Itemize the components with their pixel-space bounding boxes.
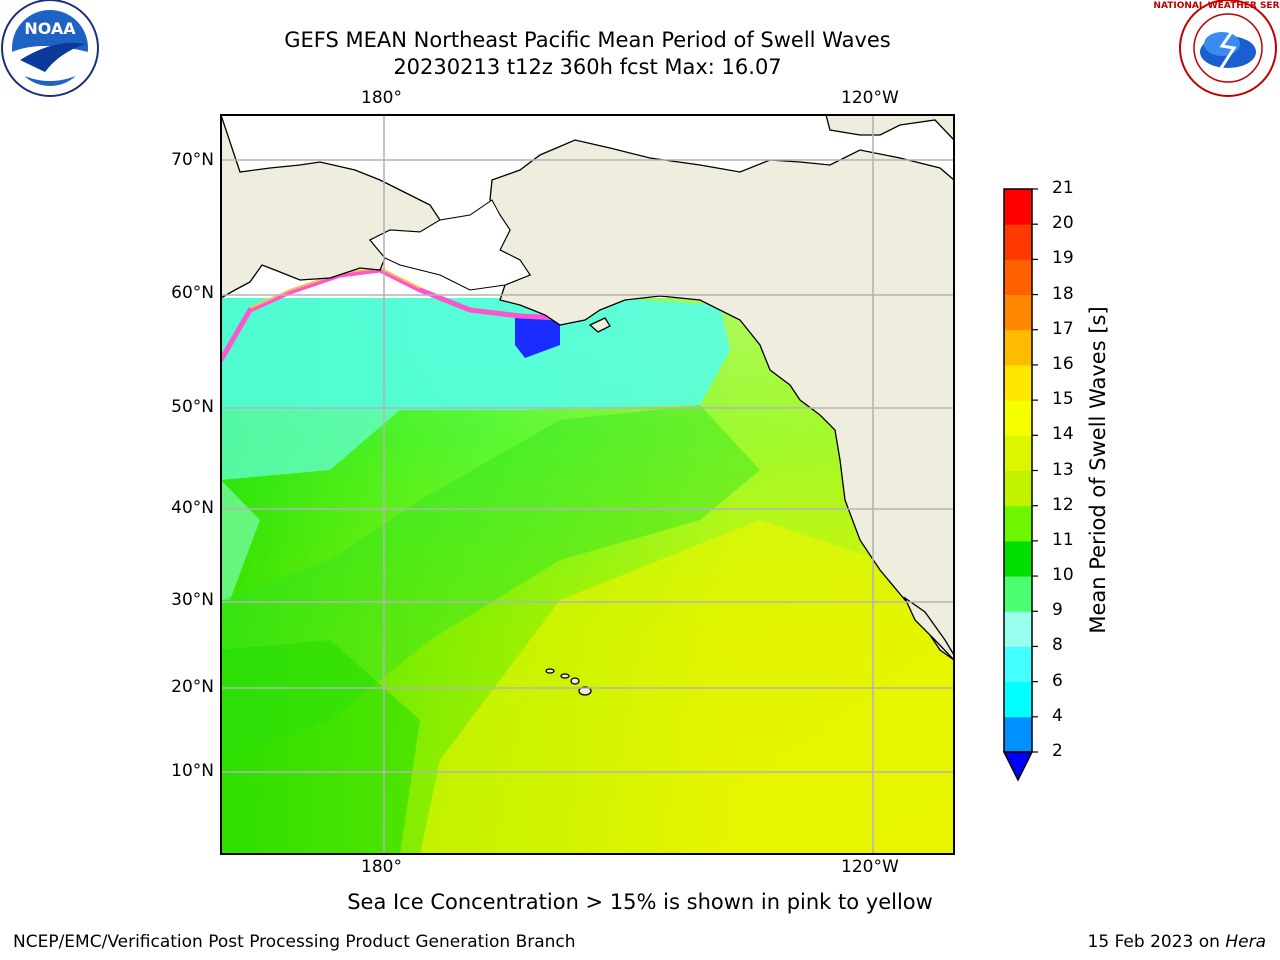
chart-title: GEFS MEAN Northeast Pacific Mean Period … (284, 28, 891, 52)
colorbar-segment (1004, 646, 1032, 683)
colorbar-segment (1004, 435, 1032, 471)
map-frame (220, 114, 955, 855)
colorbar-tick-label: 21 (1052, 178, 1074, 198)
colorbar-segment (1004, 259, 1032, 296)
colorbar-tick-label: 6 (1052, 670, 1063, 691)
sea-ice-note: Sea Ice Concentration > 15% is shown in … (0, 890, 1280, 914)
footer-credit: NCEP/EMC/Verification Post Processing Pr… (13, 932, 576, 952)
colorbar-segment (1004, 505, 1032, 542)
sea-ice-note-text: Sea Ice Concentration > 15% is shown in … (347, 890, 933, 914)
lon-label-bottom-180: 180° (361, 857, 402, 877)
colorbar-segment (1004, 329, 1032, 366)
lat-label-70n: 70°N (171, 150, 214, 170)
lat-label-50n: 50°N (171, 397, 214, 417)
colorbar-segment (1004, 189, 1032, 225)
graticule (221, 115, 954, 854)
map-area (221, 115, 954, 854)
colorbar-tick-label: 19 (1052, 248, 1074, 269)
footer-host: Hera (1225, 932, 1266, 952)
footer-date: 15 Feb 2023 on Hera (1088, 932, 1266, 952)
colorbar-tick-label: 14 (1052, 424, 1074, 445)
colorbar-segment (1004, 224, 1032, 260)
chart-subtitle: 20230213 t12z 360h fcst Max: 16.07 (393, 55, 782, 79)
colorbar-tick-label: 10 (1052, 565, 1074, 586)
lat-label-40n: 40°N (171, 498, 214, 518)
colorbar-segment (1004, 364, 1032, 401)
colorbar-segment (1004, 294, 1032, 331)
colorbar-tick-label: 17 (1052, 318, 1074, 339)
lon-label-bottom-120w: 120°W (841, 857, 899, 877)
colorbar-segment (1004, 576, 1032, 612)
colorbar-tick-label: 9 (1052, 600, 1063, 621)
footer-date-text: 15 Feb 2023 on (1087, 932, 1226, 952)
colorbar-tick-label: 2 (1052, 741, 1063, 761)
noaa-logo: NOAA (1, 0, 99, 97)
colorbar-segment (1004, 470, 1032, 507)
colorbar-tick-label: 12 (1052, 494, 1074, 515)
lon-label-top-180: 180° (361, 88, 402, 108)
colorbar (1002, 188, 1038, 782)
lon-label-top-120w: 120°W (841, 88, 899, 108)
nws-logo-text: NATIONAL WEATHER SERVICE (1153, 1, 1280, 11)
colorbar-tick-label: 13 (1052, 459, 1074, 480)
noaa-logo-text: NOAA (24, 19, 76, 38)
lat-label-10n: 10°N (171, 761, 214, 781)
colorbar-segment (1004, 611, 1032, 647)
colorbar-tick-label: 16 (1052, 353, 1074, 374)
nws-logo: NATIONAL WEATHER SERVICE (1153, 0, 1280, 97)
lat-label-30n: 30°N (171, 590, 214, 610)
colorbar-segment (1004, 681, 1032, 718)
colorbar-tick-label: 18 (1052, 283, 1074, 304)
colorbar-tick-label: 4 (1052, 705, 1063, 726)
colorbar-tick-label: 11 (1052, 529, 1074, 550)
lat-label-20n: 20°N (171, 677, 214, 697)
colorbar-extend-arrow (1002, 751, 1034, 782)
colorbar-segment (1004, 716, 1032, 753)
colorbar-tick-label: 8 (1052, 635, 1063, 656)
lat-label-60n: 60°N (171, 283, 214, 303)
colorbar-segment (1004, 540, 1032, 577)
colorbar-label: Mean Period of Swell Waves [s] (1086, 306, 1110, 634)
colorbar-tick-label: 15 (1052, 389, 1074, 410)
colorbar-tick-label: 20 (1052, 213, 1074, 234)
colorbar-segment (1004, 400, 1032, 436)
